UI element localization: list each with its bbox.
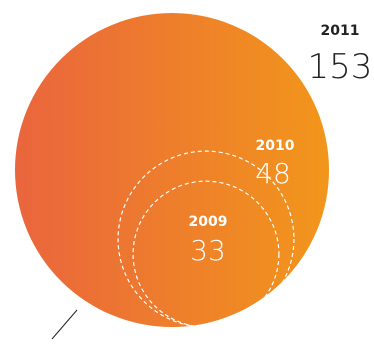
year-label-2010: 2010 [256, 138, 295, 154]
year-label-2009: 2009 [189, 214, 228, 230]
circle-2010 [117, 150, 295, 328]
value-label-2009: 33 [190, 234, 226, 267]
value-label-2010: 48 [255, 157, 291, 190]
value-label-2011: 153 [308, 47, 373, 87]
circle-2011 [15, 13, 329, 327]
year-label-2011: 2011 [321, 23, 360, 39]
circle-2009 [132, 180, 280, 328]
leader-line [51, 309, 78, 340]
